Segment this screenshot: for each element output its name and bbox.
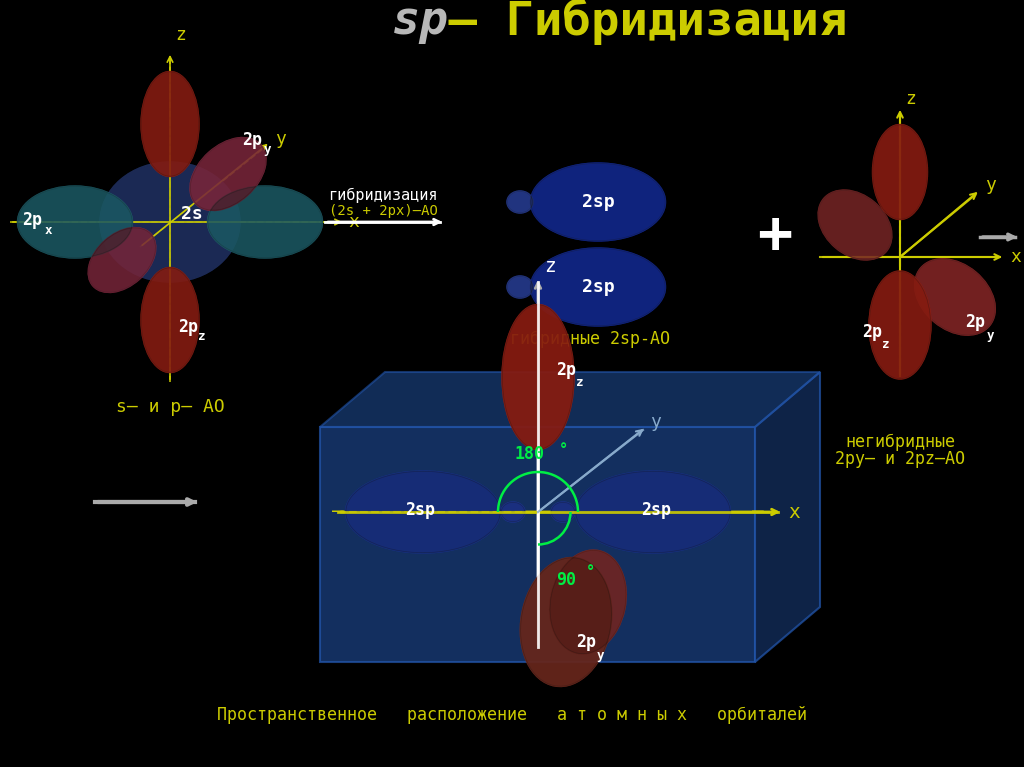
Text: 180: 180 xyxy=(515,445,545,463)
Ellipse shape xyxy=(818,190,892,260)
Ellipse shape xyxy=(507,276,534,298)
Text: z: z xyxy=(544,258,556,276)
Ellipse shape xyxy=(530,248,666,326)
Ellipse shape xyxy=(208,186,323,258)
Text: s– и p– АО: s– и p– АО xyxy=(116,398,224,416)
Text: sp: sp xyxy=(391,0,449,44)
Ellipse shape xyxy=(501,502,525,522)
Ellipse shape xyxy=(530,163,666,241)
Text: (2s + 2pх)–АО: (2s + 2pх)–АО xyxy=(329,204,437,218)
Text: y: y xyxy=(650,413,660,431)
Text: 2p: 2p xyxy=(862,323,882,341)
Text: 2p: 2p xyxy=(242,131,262,149)
Ellipse shape xyxy=(502,304,574,449)
Ellipse shape xyxy=(551,502,575,522)
Ellipse shape xyxy=(550,550,627,654)
Ellipse shape xyxy=(872,124,928,219)
Ellipse shape xyxy=(88,228,156,292)
Ellipse shape xyxy=(872,124,928,219)
Ellipse shape xyxy=(520,558,611,686)
Text: 2sp: 2sp xyxy=(582,278,614,296)
Text: 2s: 2s xyxy=(181,205,203,223)
Ellipse shape xyxy=(869,271,931,379)
Text: 2sp: 2sp xyxy=(406,501,435,519)
Polygon shape xyxy=(319,427,755,662)
Ellipse shape xyxy=(551,502,575,522)
Ellipse shape xyxy=(345,471,501,553)
Ellipse shape xyxy=(502,304,574,449)
Text: z: z xyxy=(577,376,584,389)
Ellipse shape xyxy=(100,162,240,282)
Text: 2sp: 2sp xyxy=(582,193,614,211)
Text: z: z xyxy=(883,338,890,351)
Text: Пространственное   расположение   а т о м н ы х   орбиталей: Пространственное расположение а т о м н … xyxy=(217,706,807,724)
Ellipse shape xyxy=(100,162,240,282)
Text: y: y xyxy=(986,328,993,341)
Text: x: x xyxy=(348,213,358,231)
Ellipse shape xyxy=(501,502,525,522)
Ellipse shape xyxy=(141,71,199,176)
Ellipse shape xyxy=(141,268,199,373)
Ellipse shape xyxy=(88,228,156,292)
Ellipse shape xyxy=(17,186,132,258)
Text: x: x xyxy=(44,223,52,236)
Text: 2p: 2p xyxy=(965,313,985,331)
Text: y: y xyxy=(263,143,270,156)
Ellipse shape xyxy=(507,191,534,213)
Text: – Гибридизация: – Гибридизация xyxy=(420,0,848,45)
Ellipse shape xyxy=(530,163,666,241)
Ellipse shape xyxy=(914,258,995,335)
Text: 2pу– и 2pz–АО: 2pу– и 2pz–АО xyxy=(835,450,965,468)
Ellipse shape xyxy=(530,248,666,326)
Text: x: x xyxy=(1010,248,1021,266)
Polygon shape xyxy=(319,372,820,427)
Ellipse shape xyxy=(550,550,627,654)
Text: z: z xyxy=(905,90,915,108)
Ellipse shape xyxy=(17,186,132,258)
Text: негибридные: негибридные xyxy=(845,433,955,451)
Text: 2p: 2p xyxy=(556,361,575,379)
Ellipse shape xyxy=(575,471,730,553)
Text: °: ° xyxy=(586,565,595,580)
Text: z: z xyxy=(199,331,206,344)
Polygon shape xyxy=(755,372,820,662)
Text: x: x xyxy=(788,502,800,522)
Ellipse shape xyxy=(141,71,199,176)
Ellipse shape xyxy=(190,137,266,210)
Ellipse shape xyxy=(520,558,611,686)
Text: –: – xyxy=(332,502,344,522)
Text: 2p: 2p xyxy=(575,633,596,651)
Ellipse shape xyxy=(914,258,995,335)
Text: 2p: 2p xyxy=(178,318,198,336)
Text: °: ° xyxy=(558,443,567,457)
Text: гибридизация: гибридизация xyxy=(329,187,437,202)
Text: 90: 90 xyxy=(556,571,575,589)
Text: +: + xyxy=(758,209,793,265)
Ellipse shape xyxy=(141,268,199,373)
Text: y: y xyxy=(596,649,604,661)
Ellipse shape xyxy=(208,186,323,258)
Ellipse shape xyxy=(575,471,730,553)
Text: y: y xyxy=(275,130,286,148)
Ellipse shape xyxy=(818,190,892,260)
Ellipse shape xyxy=(869,271,931,379)
Text: гибридные 2sp-АО: гибридные 2sp-АО xyxy=(510,330,670,348)
Text: 2sp: 2sp xyxy=(641,501,671,519)
Text: y: y xyxy=(985,176,996,194)
Ellipse shape xyxy=(507,276,534,298)
Text: z: z xyxy=(175,26,186,44)
Text: –: – xyxy=(752,502,764,522)
Ellipse shape xyxy=(345,471,501,553)
Ellipse shape xyxy=(507,191,534,213)
Ellipse shape xyxy=(190,137,266,210)
Text: 2p: 2p xyxy=(22,211,42,229)
